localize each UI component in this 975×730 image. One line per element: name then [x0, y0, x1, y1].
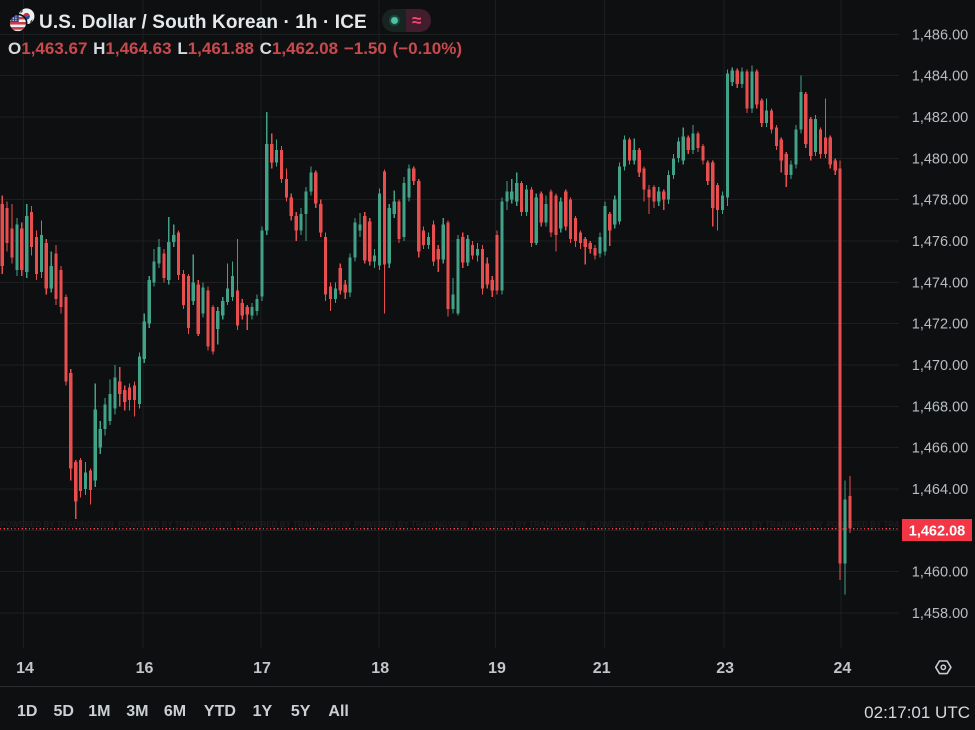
svg-text:19: 19 [488, 660, 506, 677]
svg-text:21: 21 [593, 660, 611, 677]
svg-text:14: 14 [16, 660, 34, 677]
svg-text:1,460.00: 1,460.00 [912, 565, 968, 581]
svg-text:1,472.00: 1,472.00 [912, 317, 968, 333]
svg-text:1,476.00: 1,476.00 [912, 234, 968, 250]
svg-text:1,478.00: 1,478.00 [912, 193, 968, 209]
svg-text:1,458.00: 1,458.00 [912, 606, 968, 622]
svg-text:23: 23 [716, 660, 734, 677]
svg-text:18: 18 [371, 660, 389, 677]
svg-text:1,462.08: 1,462.08 [909, 524, 965, 540]
svg-text:1,470.00: 1,470.00 [912, 358, 968, 374]
svg-text:1,466.00: 1,466.00 [912, 441, 968, 457]
svg-text:16: 16 [136, 660, 154, 677]
svg-text:1,468.00: 1,468.00 [912, 399, 968, 415]
svg-text:1,474.00: 1,474.00 [912, 275, 968, 291]
svg-text:1,482.00: 1,482.00 [912, 110, 968, 126]
svg-text:1,464.00: 1,464.00 [912, 482, 968, 498]
svg-text:1,480.00: 1,480.00 [912, 151, 968, 167]
svg-text:1,484.00: 1,484.00 [912, 69, 968, 85]
svg-text:24: 24 [834, 660, 852, 677]
svg-text:1,486.00: 1,486.00 [912, 27, 968, 43]
svg-text:17: 17 [253, 660, 271, 677]
